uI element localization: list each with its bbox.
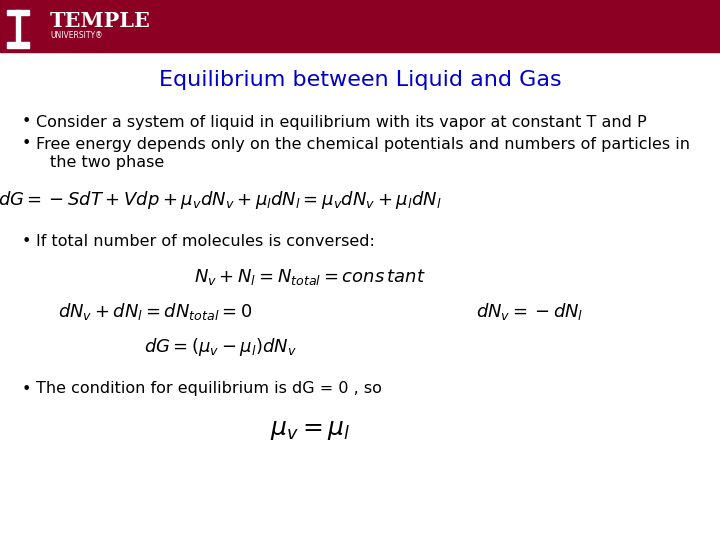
Text: $dN_v=-dN_l$: $dN_v=-dN_l$ bbox=[477, 301, 584, 322]
Text: Equilibrium between Liquid and Gas: Equilibrium between Liquid and Gas bbox=[158, 70, 562, 90]
Text: $dG=(\mu_v-\mu_l)dN_v$: $dG=(\mu_v-\mu_l)dN_v$ bbox=[143, 336, 297, 358]
Text: $N_v+N_l=N_{total}=cons\,tant$: $N_v+N_l=N_{total}=cons\,tant$ bbox=[194, 267, 426, 287]
Bar bbox=[0, 0, 720, 52]
Text: Free energy depends only on the chemical potentials and numbers of particles in: Free energy depends only on the chemical… bbox=[36, 137, 690, 152]
Text: $dG=-SdT+Vdp+\mu_v dN_v+\mu_l dN_l=\mu_v dN_v+\mu_l dN_l$: $dG=-SdT+Vdp+\mu_v dN_v+\mu_l dN_l=\mu_v… bbox=[0, 189, 442, 211]
Bar bbox=[7, 10, 29, 15]
Text: the two phase: the two phase bbox=[50, 154, 164, 170]
Bar bbox=[16, 10, 20, 46]
Text: UNIVERSITY®: UNIVERSITY® bbox=[50, 30, 103, 39]
Bar bbox=[20, 42, 29, 46]
Text: TEMPLE: TEMPLE bbox=[50, 11, 151, 31]
Text: •: • bbox=[22, 137, 32, 152]
Bar bbox=[7, 42, 16, 46]
Text: •: • bbox=[22, 234, 32, 249]
Bar bbox=[7, 46, 29, 48]
Text: $\mu_v=\mu_l$: $\mu_v=\mu_l$ bbox=[270, 420, 351, 442]
Text: $dN_v+dN_l=dN_{total}=0$: $dN_v+dN_l=dN_{total}=0$ bbox=[58, 301, 252, 322]
Text: •: • bbox=[22, 114, 32, 130]
Text: •: • bbox=[22, 381, 32, 396]
Text: The condition for equilibrium is dG = 0 , so: The condition for equilibrium is dG = 0 … bbox=[36, 381, 382, 396]
Text: Consider a system of liquid in equilibrium with its vapor at constant T and P: Consider a system of liquid in equilibri… bbox=[36, 114, 647, 130]
Text: If total number of molecules is conversed:: If total number of molecules is converse… bbox=[36, 234, 375, 249]
